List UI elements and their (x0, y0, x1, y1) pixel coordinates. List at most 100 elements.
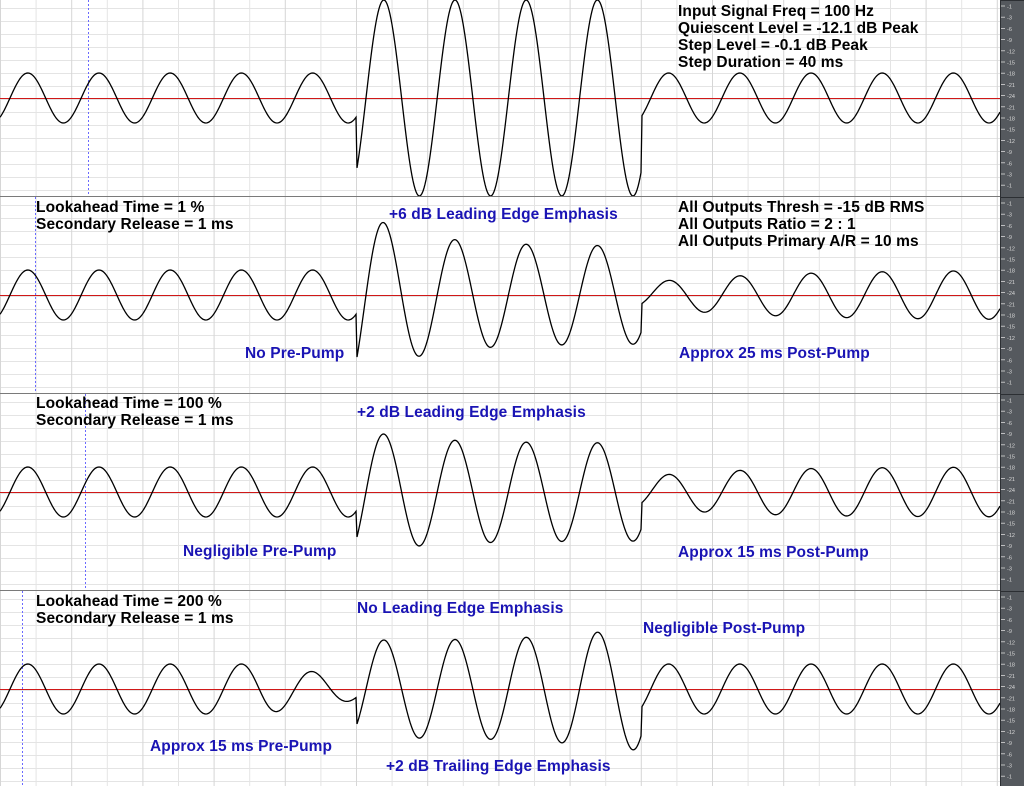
ruler-label: -12 (1007, 730, 1015, 736)
label-secondary-release: Secondary Release = 1 ms (36, 216, 234, 233)
ruler-label: -6 (1007, 555, 1012, 561)
ruler-label: -9 (1007, 741, 1012, 747)
ruler-label: -1 (1007, 184, 1012, 190)
ruler-label: -21 (1007, 302, 1015, 308)
label-lookahead-time: Lookahead Time = 1 % (36, 199, 205, 216)
db-scale-ruler: -1 -3 -6 -9 -12 -15 -18 -21 -24 -21 -18 -15 -12 -9 -6 -… (1000, 0, 1024, 786)
waveform-line (0, 221, 1000, 358)
ruler-label: -9 (1007, 629, 1012, 635)
label-secondary-release: Secondary Release = 1 ms (36, 610, 234, 627)
label-leading-edge: No Leading Edge Emphasis (357, 600, 564, 617)
label-step-duration: Step Duration = 40 ms (678, 54, 844, 71)
ruler-label: -9 (1007, 432, 1012, 438)
label-pre-pump: Negligible Pre-Pump (183, 543, 337, 560)
label-leading-edge: +6 dB Leading Edge Emphasis (389, 206, 618, 223)
label-thresh: All Outputs Thresh = -15 dB RMS (678, 199, 925, 216)
ruler-label: -9 (1007, 38, 1012, 44)
ruler-label: -6 (1007, 752, 1012, 758)
ruler-label: -21 (1007, 696, 1015, 702)
label-post-pump: Approx 25 ms Post-Pump (679, 345, 870, 362)
waveform-input-signal (0, 0, 1000, 196)
ruler-label: -21 (1007, 674, 1015, 680)
waveform-line (0, 433, 1000, 547)
ruler-label: -6 (1007, 161, 1012, 167)
ruler-label: -6 (1007, 358, 1012, 364)
ruler-label: -12 (1007, 640, 1015, 646)
ruler-label: -18 (1007, 663, 1015, 669)
ruler-label: -15 (1007, 652, 1015, 658)
ruler-label: -9 (1007, 150, 1012, 156)
label-quiescent-level: Quiescent Level = -12.1 dB Peak (678, 20, 919, 37)
ruler-label: -1 (1007, 775, 1012, 781)
ruler-label: -12 (1007, 139, 1015, 145)
db-scale-ticks: -1 -3 -6 -9 -12 -15 -18 -21 -24 -21 -18 -15 -12 -9 -6 -… (1001, 0, 1024, 781)
ruler-label: -12 (1007, 49, 1015, 55)
grid (0, 394, 1000, 590)
ruler-label: -12 (1007, 246, 1015, 252)
ruler-label: -1 (1007, 381, 1012, 387)
ruler-label: -18 (1007, 314, 1015, 320)
ruler-label: -3 (1007, 213, 1012, 219)
label-leading-edge: +2 dB Leading Edge Emphasis (357, 404, 586, 421)
label-trailing-edge: +2 dB Trailing Edge Emphasis (386, 758, 611, 775)
ruler-label: -1 (1007, 596, 1012, 602)
ruler-label: -3 (1007, 410, 1012, 416)
ruler-label: -9 (1007, 347, 1012, 353)
ruler-label: -1 (1007, 399, 1012, 405)
ruler-label: -18 (1007, 72, 1015, 78)
ruler-label: -21 (1007, 83, 1015, 89)
label-pre-pump: No Pre-Pump (245, 345, 345, 362)
ruler-label: -15 (1007, 61, 1015, 67)
ruler-label: -6 (1007, 618, 1012, 624)
ruler-label: -3 (1007, 16, 1012, 22)
ruler-label: -18 (1007, 511, 1015, 517)
ruler-label: -21 (1007, 499, 1015, 505)
ruler-label: -24 (1007, 94, 1015, 100)
ruler-label: -15 (1007, 455, 1015, 461)
ruler-label: -6 (1007, 27, 1012, 33)
ruler-label: -12 (1007, 443, 1015, 449)
label-input-freq: Input Signal Freq = 100 Hz (678, 3, 874, 20)
ruler-label: -3 (1007, 567, 1012, 573)
label-post-pump: Approx 15 ms Post-Pump (678, 544, 869, 561)
label-step-level: Step Level = -0.1 dB Peak (678, 37, 868, 54)
ruler-label: -24 (1007, 488, 1015, 494)
ruler-label: -18 (1007, 466, 1015, 472)
ruler-label: -1 (1007, 578, 1012, 584)
track-lookahead-1[interactable]: Lookahead Time = 1 % Secondary Release =… (0, 197, 1000, 394)
ruler-label: -6 (1007, 224, 1012, 230)
grid (0, 197, 1000, 393)
ruler-label: -12 (1007, 533, 1015, 539)
ruler-label: -15 (1007, 325, 1015, 331)
label-pre-pump: Approx 15 ms Pre-Pump (150, 738, 333, 755)
waveform-lookahead-100 (0, 394, 1000, 590)
label-lookahead-time: Lookahead Time = 100 % (36, 395, 222, 412)
ruler-label: -24 (1007, 291, 1015, 297)
waveform-line (0, 0, 1000, 196)
ruler-label: -9 (1007, 544, 1012, 550)
track-lookahead-100[interactable]: Lookahead Time = 100 % Secondary Release… (0, 394, 1000, 591)
label-ratio: All Outputs Ratio = 2 : 1 (678, 216, 856, 233)
ruler-label: -21 (1007, 280, 1015, 286)
ruler-label: -6 (1007, 421, 1012, 427)
ruler-label: -3 (1007, 370, 1012, 376)
track-lookahead-200[interactable]: Lookahead Time = 200 % Secondary Release… (0, 591, 1000, 786)
ruler-label: -3 (1007, 607, 1012, 613)
track-input-signal[interactable]: Input Signal Freq = 100 Hz Quiescent Lev… (0, 0, 1000, 197)
ruler-label: -18 (1007, 708, 1015, 714)
ruler-label: -15 (1007, 719, 1015, 725)
waveform-lookahead-200 (0, 591, 1000, 786)
waveform-lookahead-1 (0, 197, 1000, 393)
ruler-label: -21 (1007, 477, 1015, 483)
ruler-label: -18 (1007, 117, 1015, 123)
ruler-label: -3 (1007, 764, 1012, 770)
grid (0, 591, 1000, 786)
label-lookahead-time: Lookahead Time = 200 % (36, 593, 222, 610)
ruler-label: -15 (1007, 128, 1015, 134)
ruler-label: -18 (1007, 269, 1015, 275)
ruler-label: -1 (1007, 5, 1012, 11)
waveform-line (0, 631, 1000, 751)
ruler-label: -21 (1007, 105, 1015, 111)
label-post-pump: Negligible Post-Pump (643, 620, 806, 637)
